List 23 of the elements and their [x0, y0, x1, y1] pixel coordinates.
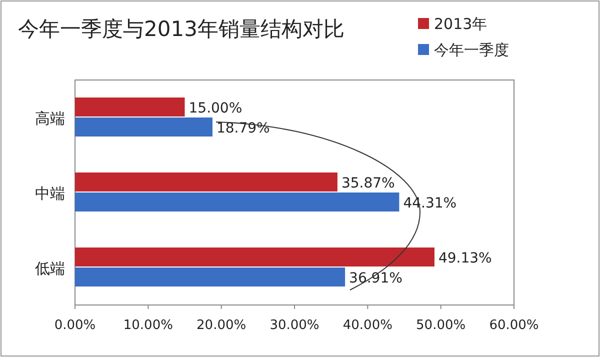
x-tick-label: 60.00%	[489, 318, 539, 333]
y-tick-label: 中端	[35, 184, 65, 202]
bar	[75, 98, 185, 116]
x-tick-label: 50.00%	[416, 318, 466, 333]
legend-label: 今年一季度	[434, 41, 509, 59]
bar	[75, 192, 400, 212]
data-label: 15.00%	[188, 100, 242, 116]
data-label: 18.79%	[216, 120, 270, 136]
x-tick-label: 40.00%	[342, 318, 392, 333]
bar	[75, 248, 434, 266]
bar	[75, 118, 212, 136]
data-label: 35.87%	[341, 176, 395, 192]
bar	[75, 268, 346, 286]
legend-label: 2013年	[434, 15, 488, 33]
x-tick-label: 20.00%	[196, 318, 246, 333]
data-label: 49.13%	[438, 250, 492, 266]
y-tick-label: 低端	[35, 260, 65, 278]
x-tick-label: 0.00%	[54, 318, 96, 333]
bar	[75, 172, 338, 192]
x-tick-label: 30.00%	[270, 318, 320, 333]
chart-title: 今年一季度与2013年销量结构对比	[18, 17, 344, 41]
x-tick-label: 10.00%	[123, 318, 173, 333]
y-tick-label: 高端	[35, 110, 65, 128]
